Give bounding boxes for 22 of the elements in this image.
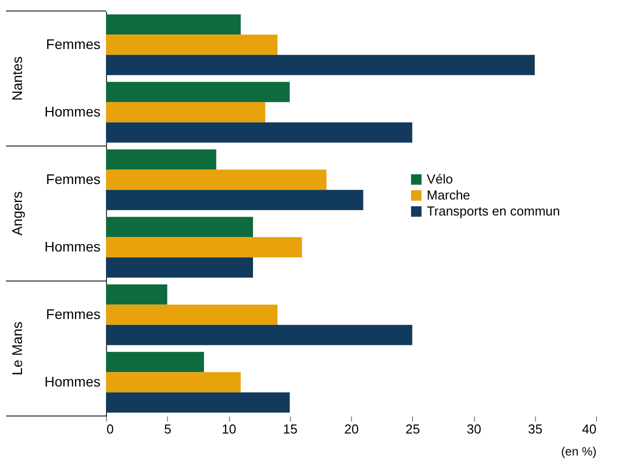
text: Nantes (9, 56, 25, 101)
x-tick-label: 10 (222, 422, 236, 436)
y-tick-label: Hommes (44, 238, 100, 254)
x-tick-label: 30 (466, 422, 482, 436)
legend-label: Transports en commun (426, 204, 560, 218)
x-tick-label: 20 (344, 422, 359, 436)
x-tick-label: 25 (406, 422, 420, 436)
x-axis-title: (en %) (561, 444, 597, 458)
x-tick-label: 0 (106, 422, 114, 436)
legend-label: Marche (426, 188, 470, 202)
text: Angers (9, 191, 25, 236)
x-tick-label: 40 (582, 422, 596, 436)
x-tick-label: 5 (164, 422, 172, 436)
y-tick-label: Hommes (44, 373, 100, 390)
x-tick-label: 35 (528, 422, 542, 436)
text: Le Mans (9, 322, 25, 376)
y-tick-label: Hommes (44, 103, 100, 120)
x-tick-label: 15 (283, 422, 298, 436)
y-tick-label: Femmes (46, 306, 100, 322)
y-tick-label: Femmes (46, 170, 100, 187)
legend-label: Vélo (426, 172, 453, 186)
y-tick-label: Femmes (46, 36, 100, 52)
